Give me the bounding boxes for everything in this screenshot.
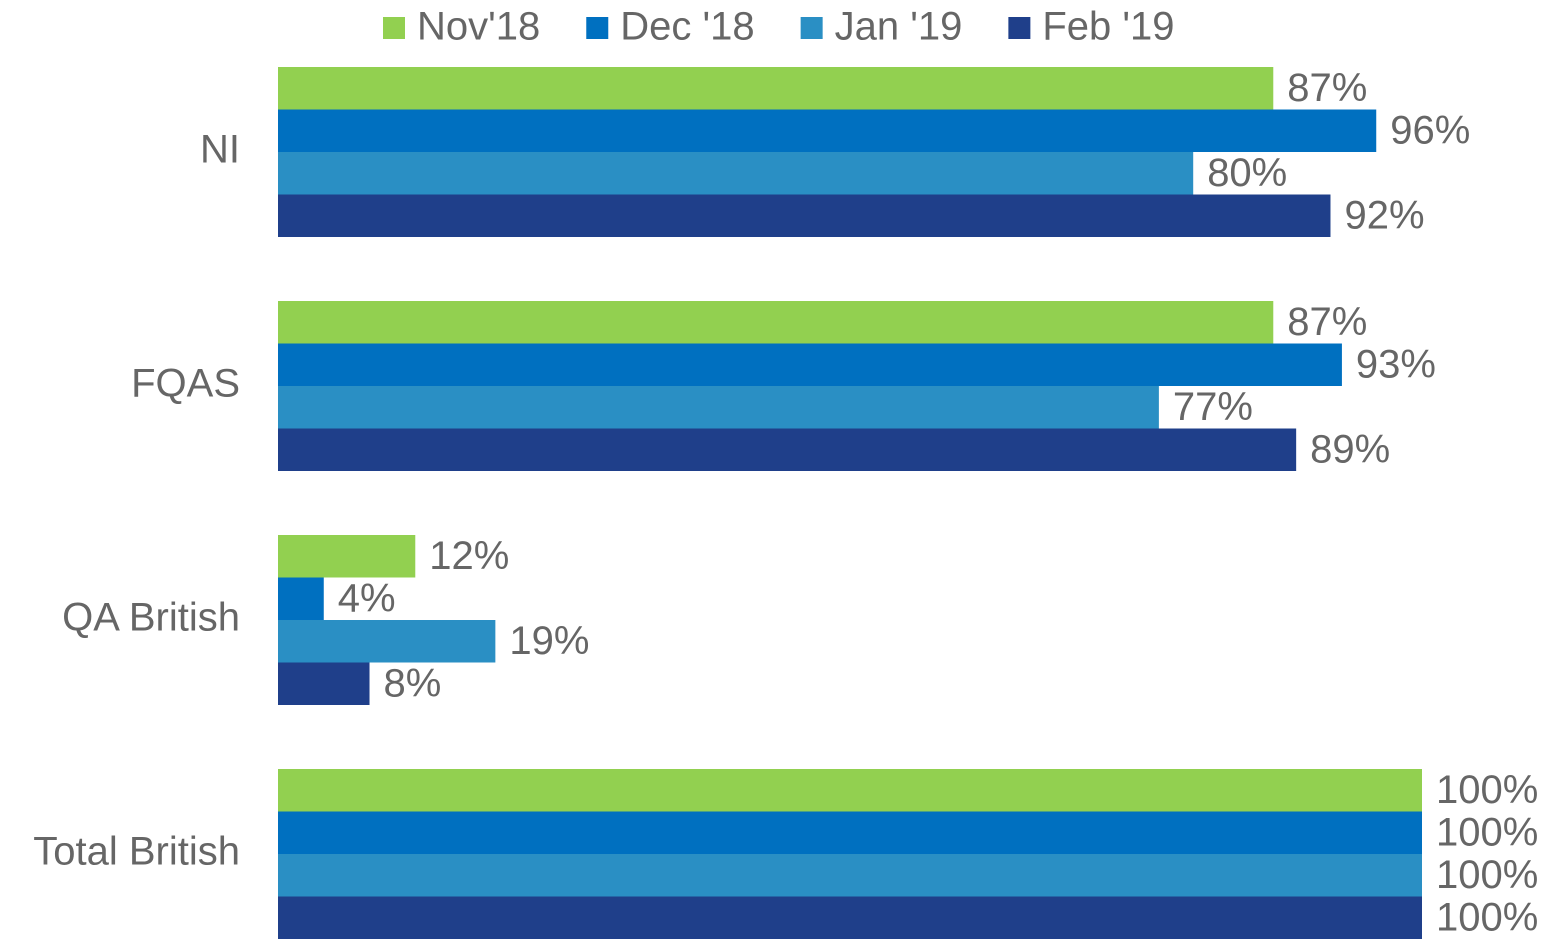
value-label: 93% xyxy=(1356,342,1436,386)
bar xyxy=(278,386,1159,429)
value-label: 92% xyxy=(1344,193,1424,237)
value-label: 96% xyxy=(1390,108,1470,152)
bar xyxy=(278,577,324,620)
bar xyxy=(278,67,1274,110)
legend-swatch xyxy=(586,17,609,39)
legend-label: Nov'18 xyxy=(417,5,540,49)
bar xyxy=(278,620,496,663)
bar xyxy=(278,535,416,578)
bar xyxy=(278,769,1422,812)
bar xyxy=(278,811,1422,854)
category-label: Total British xyxy=(33,830,240,874)
legend-swatch xyxy=(383,17,405,39)
value-label: 100% xyxy=(1436,810,1538,854)
legend-swatch xyxy=(800,17,823,39)
bar xyxy=(278,109,1377,152)
bar xyxy=(278,343,1342,386)
value-label: 19% xyxy=(509,619,589,663)
value-label: 100% xyxy=(1436,895,1538,939)
legend-label: Dec '18 xyxy=(620,5,754,49)
value-label: 80% xyxy=(1207,151,1287,195)
value-label: 8% xyxy=(384,661,442,705)
value-label: 100% xyxy=(1436,768,1538,812)
bar xyxy=(278,896,1422,939)
legend-swatch xyxy=(1008,17,1031,39)
value-label: 12% xyxy=(429,534,509,578)
bar xyxy=(278,194,1331,237)
category-label: QA British xyxy=(62,596,240,640)
bar xyxy=(278,428,1297,471)
value-label: 4% xyxy=(338,576,396,620)
legend-label: Jan '19 xyxy=(835,5,963,49)
value-label: 89% xyxy=(1310,427,1390,471)
bar xyxy=(278,152,1194,195)
value-label: 87% xyxy=(1287,300,1367,344)
bar xyxy=(278,301,1274,344)
value-label: 100% xyxy=(1436,853,1538,897)
legend-label: Feb '19 xyxy=(1042,5,1174,49)
category-label: FQAS xyxy=(131,362,240,406)
value-label: 87% xyxy=(1287,66,1367,110)
category-label: NI xyxy=(200,128,240,172)
bar xyxy=(278,662,370,705)
value-label: 77% xyxy=(1173,385,1253,429)
bar xyxy=(278,854,1422,897)
